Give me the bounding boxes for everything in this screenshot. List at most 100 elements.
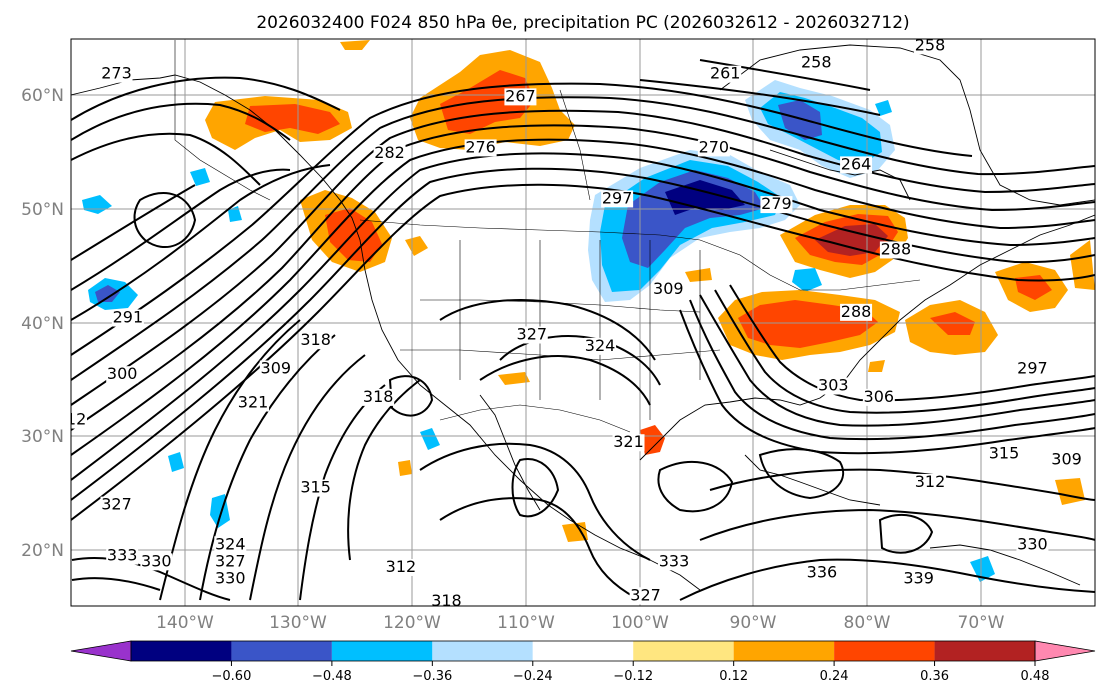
colorbar-tick-label: 0.48 <box>1021 669 1050 684</box>
contour-label-bg <box>106 366 139 384</box>
shade-us-small-2 <box>868 360 885 372</box>
contour-label: 312 <box>386 557 417 576</box>
contour-label: 276 <box>465 137 496 156</box>
shade-lakes-blue <box>792 268 822 292</box>
lon-label-100w: 100°W <box>611 613 669 633</box>
shade-gulf-red <box>640 425 665 455</box>
contour-label-bg <box>697 139 730 157</box>
contour-label: 270 <box>699 137 730 156</box>
contour-label-bg <box>652 281 685 299</box>
shade-blue-small-6 <box>420 428 440 450</box>
colorbar-segment <box>331 641 433 661</box>
contour-label-bg <box>914 473 947 491</box>
contour-label-bg <box>362 388 395 406</box>
contour-label-bg <box>515 326 548 344</box>
shade-hudson-small <box>875 100 892 116</box>
contour-label-bg <box>214 536 247 554</box>
lat-label-30: 30°N <box>21 427 64 447</box>
contour-label-bg <box>709 65 742 83</box>
shade-pnw-small <box>405 236 428 256</box>
contour-label-bg <box>100 496 133 514</box>
colorbar-frame <box>130 640 1036 662</box>
contour-label: 327 <box>101 495 132 514</box>
contour-label-bg <box>140 553 173 571</box>
contour-label-bg <box>100 65 133 83</box>
contour-label-bg <box>106 547 139 565</box>
colorbar-tick-label: 0.36 <box>920 669 949 684</box>
contour-label: 327 <box>517 325 548 344</box>
contour-label-bg <box>840 303 873 321</box>
precipitation-shading <box>82 40 1095 582</box>
colorbar-segment <box>733 641 835 661</box>
lon-axis: 140°W 130°W 120°W 110°W 100°W 90°W 80°W … <box>156 613 1005 633</box>
contour-label-bg <box>464 139 497 157</box>
contour-label: 279 <box>761 194 792 213</box>
contour-label: 330 <box>141 551 172 570</box>
shade-us-small-1 <box>685 268 712 282</box>
lat-axis: 60°N 50°N 40°N 30°N 20°N <box>21 86 64 561</box>
contour-label-bg <box>914 39 947 55</box>
map-title: 2026032400 F024 850 hPa θe, precipitatio… <box>256 13 909 33</box>
contour-label-bg <box>299 479 332 497</box>
contour-label: 297 <box>1017 359 1048 378</box>
shade-great-lakes-core <box>815 224 888 256</box>
colorbar-labels: −0.60 −0.48 −0.36 −0.24 −0.12 0.12 0.24 0.36 0.4… <box>212 669 1050 684</box>
contour-label-bg <box>612 434 645 452</box>
lat-label-50: 50°N <box>21 200 64 220</box>
colorbar-ticks <box>230 661 1036 666</box>
colorbar-extend-high <box>1034 640 1096 662</box>
colorbar: −0.60 −0.48 −0.36 −0.24 −0.12 0.12 0.24 0.36 0.4… <box>70 640 1096 684</box>
contour-label: 282 <box>374 143 405 162</box>
colorbar-segment <box>633 641 734 661</box>
contour-label: 306 <box>864 387 895 406</box>
contour-label: 321 <box>238 393 269 412</box>
colorbar-tick-label: −0.36 <box>412 669 452 684</box>
contour-label: 330 <box>215 568 246 587</box>
contour-label: 297 <box>602 188 633 207</box>
contour-label-bg <box>601 190 634 208</box>
lat-label-20: 20°N <box>21 541 64 561</box>
shade-blue-small-7 <box>970 556 995 582</box>
colorbar-tick-label: −0.48 <box>312 669 352 684</box>
contour-label-bg <box>373 145 406 163</box>
contour-label: 312 <box>915 472 946 491</box>
contour-label-bg <box>1016 360 1049 378</box>
contour-label-bg <box>71 411 87 429</box>
contour-label: 333 <box>659 551 690 570</box>
contour-label-bg <box>862 388 895 406</box>
contour-label-bg <box>214 553 247 571</box>
contour-label: 324 <box>215 534 246 553</box>
contour-label-bg <box>384 558 417 576</box>
shade-blue-small-3 <box>228 206 242 222</box>
contour-label-bg <box>817 377 850 395</box>
colorbar-segment <box>231 641 332 661</box>
shade-blue-small-2 <box>190 168 210 186</box>
shade-top-small <box>340 40 370 50</box>
lon-label-140w: 140°W <box>156 613 214 633</box>
contour-label: 339 <box>903 568 934 587</box>
lon-label-130w: 130°W <box>269 613 327 633</box>
colorbar-tick-label: 0.24 <box>820 669 849 684</box>
contour-label-bg <box>259 360 292 378</box>
contour-label: 300 <box>107 364 138 383</box>
lon-label-70w: 70°W <box>958 613 1005 633</box>
colorbar-extend-low <box>70 640 132 662</box>
colorbar-segment <box>834 641 935 661</box>
contour-labels: 273 267 261 258 258 276 282 270 264 279 297 288 288 3… <box>71 39 1083 606</box>
contour-label: 321 <box>613 432 644 451</box>
contour-label-bg <box>1050 451 1083 469</box>
theta-e-contours <box>71 59 1095 601</box>
contour-label-bg <box>237 394 270 412</box>
lat-label-40: 40°N <box>21 314 64 334</box>
colorbar-segment <box>532 641 634 661</box>
contour-label-bg <box>902 570 935 588</box>
shade-hudson-core <box>778 100 822 140</box>
contour-label-bg <box>214 570 247 588</box>
shade-gulf-small <box>498 372 530 385</box>
contour-label-bg <box>658 553 691 571</box>
map-area: 273 267 261 258 258 276 282 270 264 279 297 288 288 3… <box>71 39 1095 606</box>
lon-label-90w: 90°W <box>730 613 777 633</box>
map-frame <box>70 38 1096 607</box>
contour-label: 309 <box>1051 449 1082 468</box>
